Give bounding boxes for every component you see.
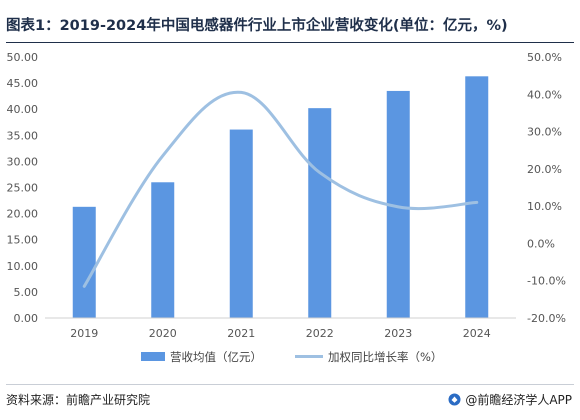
revenue-bar bbox=[151, 182, 175, 318]
legend-bar-label: 营收均值（亿元） bbox=[170, 350, 262, 364]
revenue-bar bbox=[72, 206, 96, 318]
y-left-tick-label: 10.00 bbox=[7, 260, 39, 273]
x-tick-label: 2019 bbox=[70, 327, 98, 340]
brand-credit: @前瞻经济学人APP bbox=[448, 391, 572, 408]
qianzhan-logo-icon bbox=[448, 393, 461, 406]
x-tick-label: 2023 bbox=[384, 327, 412, 340]
y-left-tick-label: 40.00 bbox=[7, 103, 39, 116]
y-left-tick-label: 30.00 bbox=[7, 155, 39, 168]
y-left-tick-label: 50.00 bbox=[7, 51, 39, 64]
y-right-tick-label: 20.0% bbox=[527, 163, 562, 176]
x-tick-label: 2024 bbox=[463, 327, 491, 340]
y-left-tick-label: 35.00 bbox=[7, 129, 39, 142]
y-right-tick-label: 0.0% bbox=[527, 237, 555, 250]
y-right-tick-label: 10.0% bbox=[527, 200, 562, 213]
footer-divider bbox=[6, 384, 574, 385]
chart-title: 图表1：2019-2024年中国电感器件行业上市企业营收变化(单位：亿元，%) bbox=[6, 18, 508, 34]
growth-rate-line bbox=[82, 90, 479, 288]
source-note: 资料来源：前瞻产业研究院 bbox=[6, 393, 151, 407]
x-tick-label: 2021 bbox=[227, 327, 255, 340]
y-left-tick-label: 0.00 bbox=[14, 312, 39, 325]
y-right-tick-label: -20.0% bbox=[527, 312, 566, 325]
brand-label: @前瞻经济学人APP bbox=[465, 393, 572, 407]
y-left-tick-label: 25.00 bbox=[7, 182, 39, 195]
y-left-tick-label: 5.00 bbox=[14, 286, 39, 299]
revenue-bar bbox=[465, 76, 489, 319]
y-right-tick-label: 40.0% bbox=[527, 88, 562, 101]
revenue-bar bbox=[308, 108, 332, 318]
y-right-tick-label: 30.0% bbox=[527, 126, 562, 139]
y-left-tick-label: 20.00 bbox=[7, 208, 39, 221]
y-left-tick-label: 15.00 bbox=[7, 234, 39, 247]
x-tick-label: 2020 bbox=[149, 327, 177, 340]
y-right-tick-label: -10.0% bbox=[527, 275, 566, 288]
chart: 0.00 5.00 10.00 15.00 20.00 25.00 30.00 35.00 40… bbox=[7, 51, 566, 364]
title-divider bbox=[6, 42, 574, 43]
y-left-tick-label: 45.00 bbox=[7, 77, 39, 90]
revenue-bar bbox=[229, 129, 253, 318]
revenue-bar bbox=[386, 90, 410, 319]
legend-bar-swatch bbox=[141, 352, 165, 361]
legend: 营收均值（亿元） 加权同比增长率（%） bbox=[141, 350, 442, 364]
y-right-tick-label: 50.0% bbox=[527, 51, 562, 64]
legend-line-label: 加权同比增长率（%） bbox=[328, 350, 442, 364]
x-tick-label: 2022 bbox=[306, 327, 334, 340]
